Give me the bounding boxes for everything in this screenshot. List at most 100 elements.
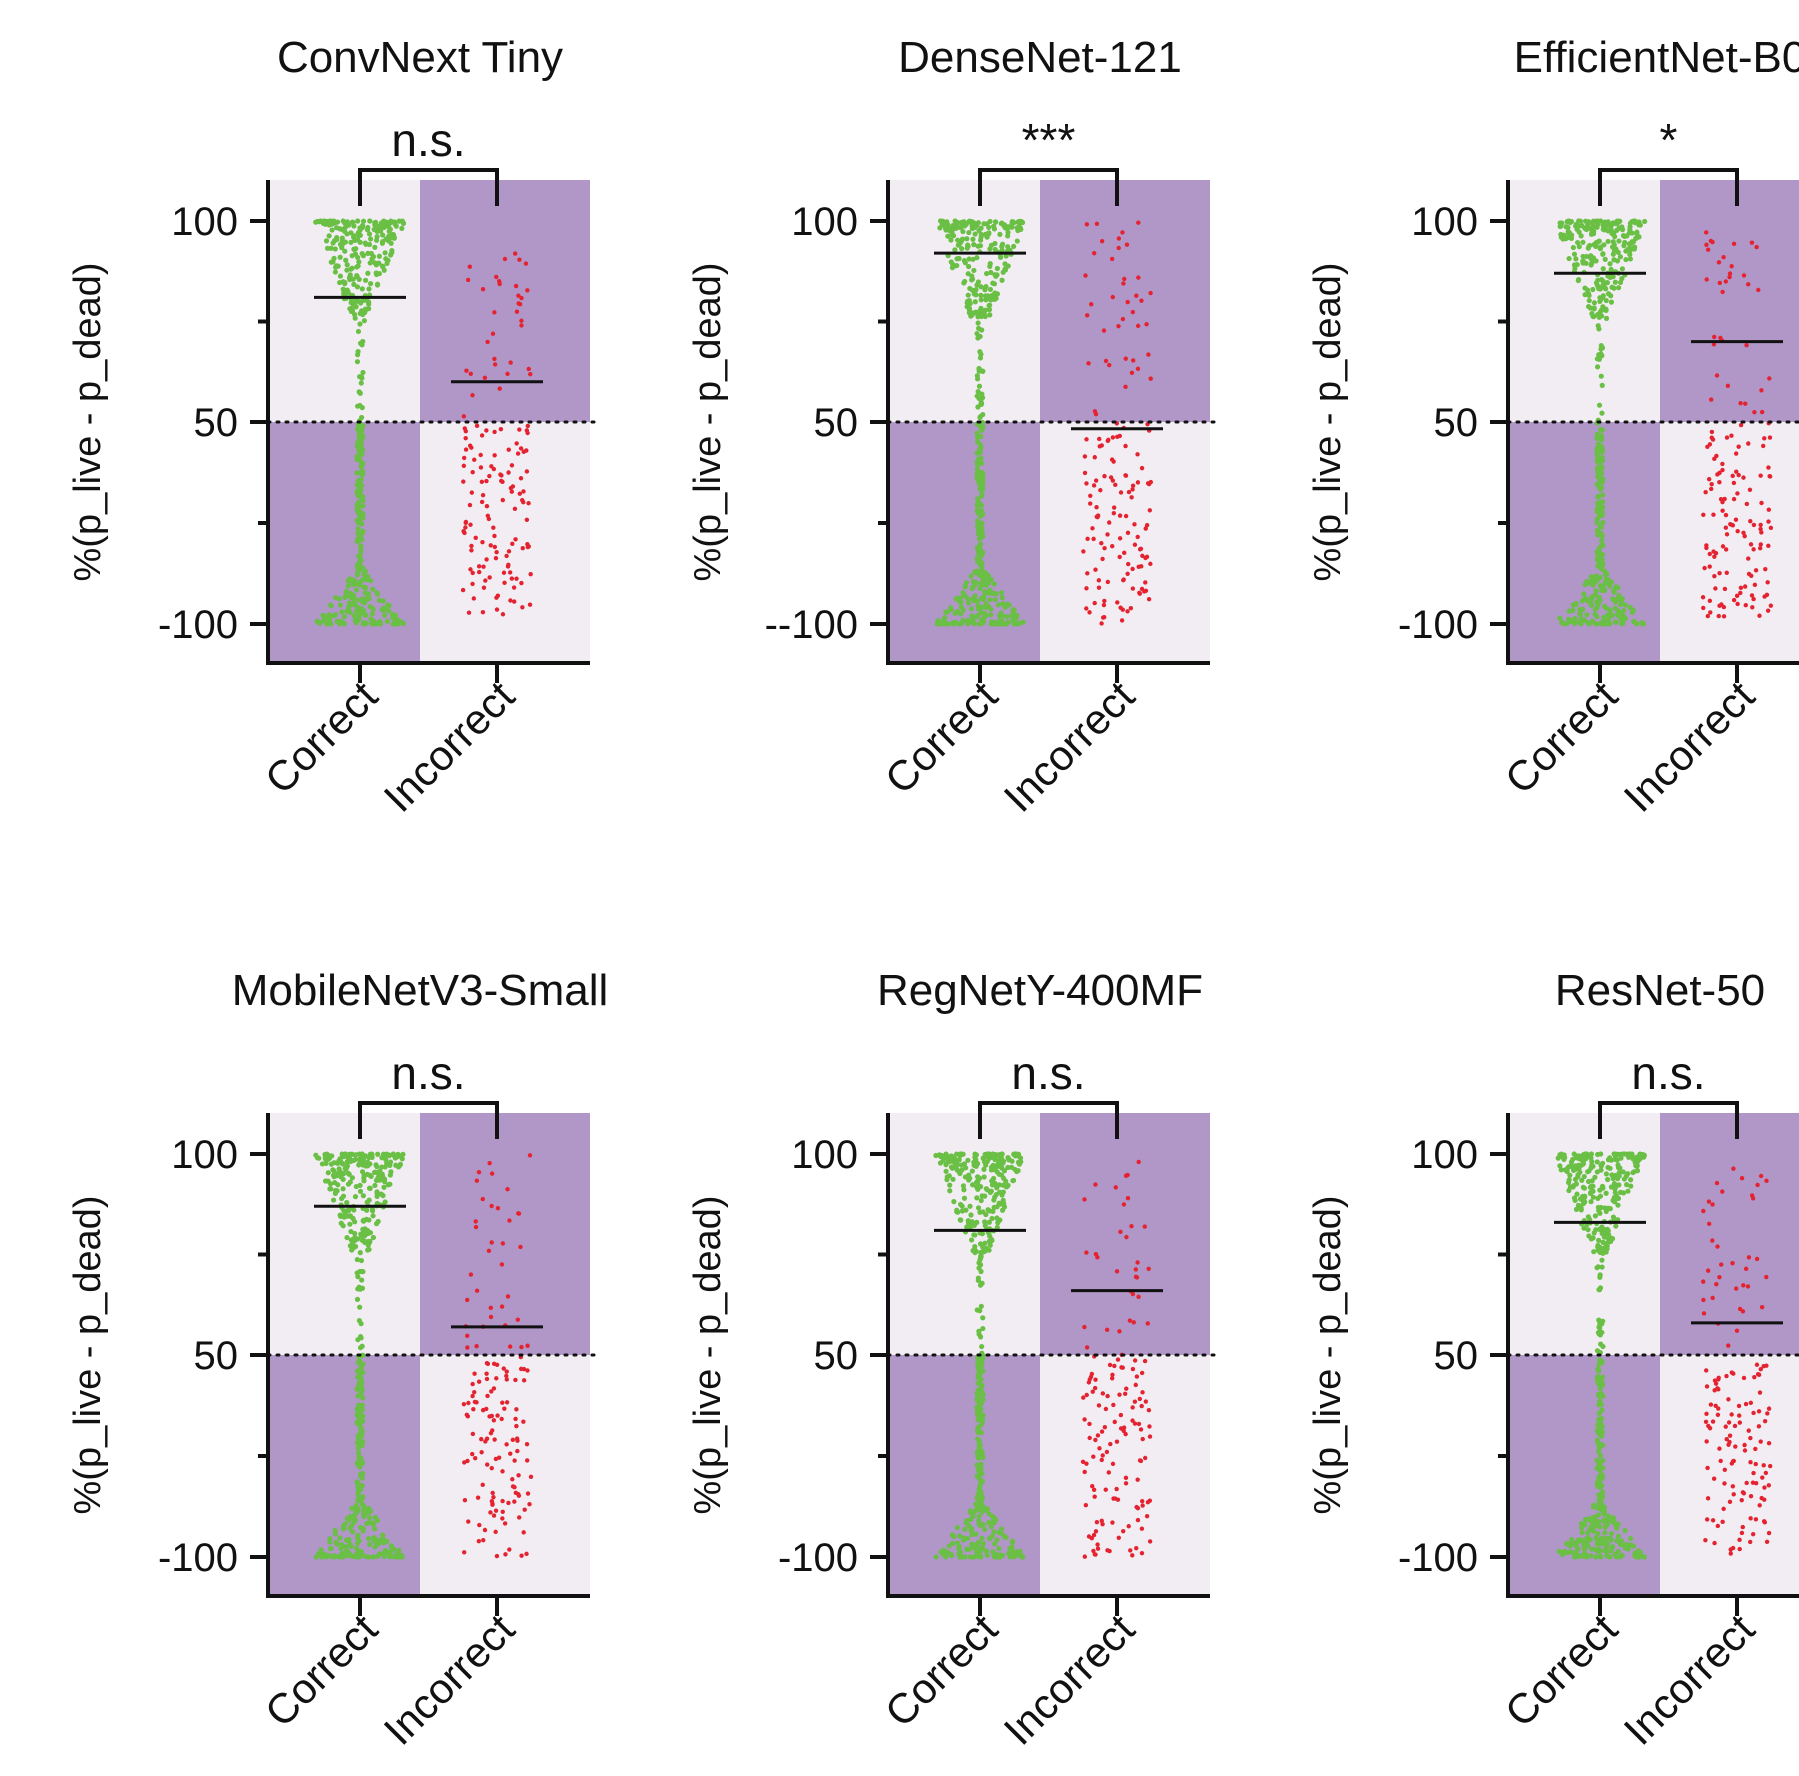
correct-point: [1624, 1182, 1630, 1188]
incorrect-point: [1117, 1329, 1122, 1334]
correct-point: [989, 1236, 995, 1243]
correct-point: [964, 300, 970, 306]
correct-point: [1563, 1541, 1570, 1547]
correct-point: [360, 1218, 366, 1224]
correct-point: [381, 607, 387, 613]
correct-point: [1580, 1161, 1587, 1167]
incorrect-point: [1766, 465, 1771, 470]
correct-point: [1600, 1318, 1606, 1324]
correct-point: [359, 1501, 365, 1507]
correct-point: [380, 232, 386, 238]
incorrect-point: [1146, 597, 1152, 602]
correct-point: [1585, 1169, 1591, 1175]
correct-point: [994, 1169, 1000, 1175]
correct-point: [1610, 251, 1616, 257]
correct-point: [1598, 1162, 1604, 1168]
correct-point: [1603, 286, 1609, 292]
correct-point: [948, 237, 954, 243]
correct-point: [1598, 244, 1604, 250]
correct-point: [360, 218, 367, 224]
incorrect-point: [487, 1414, 492, 1419]
correct-point: [319, 1554, 325, 1560]
x-tick-label: Incorrect: [1615, 1605, 1764, 1754]
y-tick-label: 50: [814, 1334, 859, 1378]
incorrect-point: [1746, 1255, 1752, 1260]
correct-point: [1017, 1155, 1024, 1161]
correct-point: [1599, 562, 1606, 568]
correct-point: [1005, 1155, 1011, 1161]
correct-point: [361, 1513, 367, 1520]
incorrect-point: [1735, 491, 1740, 496]
y-axis-label: %(p_live - p_dead): [687, 263, 729, 582]
incorrect-point: [502, 1521, 508, 1526]
incorrect-point: [1751, 1470, 1756, 1476]
incorrect-point: [1751, 596, 1756, 602]
incorrect-point: [1082, 1417, 1087, 1422]
correct-point: [372, 1182, 378, 1189]
correct-point: [987, 597, 993, 603]
correct-point: [937, 1160, 944, 1166]
incorrect-point: [1767, 474, 1772, 479]
correct-point: [366, 231, 373, 237]
correct-point: [957, 1201, 964, 1208]
correct-point: [329, 227, 335, 233]
correct-point: [951, 1199, 957, 1205]
correct-point: [354, 273, 360, 279]
incorrect-point: [1102, 614, 1107, 620]
incorrect-point: [517, 491, 523, 496]
incorrect-point: [1705, 613, 1711, 619]
incorrect-point: [1147, 1498, 1153, 1503]
incorrect-point: [1765, 1411, 1770, 1416]
correct-point: [1600, 519, 1606, 526]
correct-point: [365, 270, 371, 276]
significance-label: n.s.: [1011, 1047, 1085, 1099]
incorrect-point: [1120, 1528, 1126, 1534]
correct-point: [974, 1404, 980, 1410]
incorrect-point: [1125, 609, 1130, 614]
correct-point: [1583, 1536, 1590, 1542]
incorrect-point: [514, 1423, 519, 1429]
correct-point: [352, 1156, 358, 1162]
incorrect-point: [1148, 561, 1153, 567]
correct-point: [356, 1318, 363, 1324]
correct-point: [966, 256, 972, 262]
correct-point: [980, 481, 986, 487]
incorrect-point: [498, 472, 503, 477]
correct-point: [340, 1151, 346, 1158]
correct-point: [1616, 238, 1622, 244]
correct-point: [1615, 1195, 1622, 1202]
correct-point: [951, 621, 957, 627]
incorrect-point: [1742, 1442, 1747, 1448]
correct-point: [343, 1544, 349, 1550]
correct-point: [1586, 621, 1592, 627]
correct-point: [354, 502, 360, 508]
correct-point: [979, 1449, 985, 1455]
incorrect-point: [516, 293, 521, 298]
correct-point: [360, 1156, 367, 1162]
correct-point: [1608, 299, 1615, 305]
incorrect-point: [1755, 1182, 1760, 1188]
incorrect-point: [1736, 1403, 1742, 1409]
incorrect-point: [524, 1441, 530, 1447]
correct-point: [362, 590, 368, 596]
correct-point: [1575, 1546, 1581, 1552]
incorrect-point: [1136, 564, 1141, 570]
incorrect-point: [1702, 565, 1707, 571]
correct-point: [363, 241, 369, 247]
correct-point: [991, 1517, 997, 1523]
correct-point: [974, 393, 980, 399]
correct-point: [1627, 247, 1633, 254]
correct-point: [1642, 218, 1648, 225]
x-tick-label: Incorrect: [1615, 672, 1764, 821]
incorrect-point: [1745, 1284, 1751, 1289]
incorrect-point: [499, 1262, 505, 1267]
correct-point: [1601, 1508, 1607, 1514]
incorrect-point: [1147, 508, 1153, 513]
incorrect-point: [1738, 401, 1743, 406]
correct-point: [1600, 278, 1606, 284]
region-incorrect-live: [1040, 180, 1210, 422]
incorrect-point: [1102, 598, 1107, 604]
incorrect-point: [1710, 1295, 1715, 1301]
incorrect-point: [1111, 505, 1117, 510]
